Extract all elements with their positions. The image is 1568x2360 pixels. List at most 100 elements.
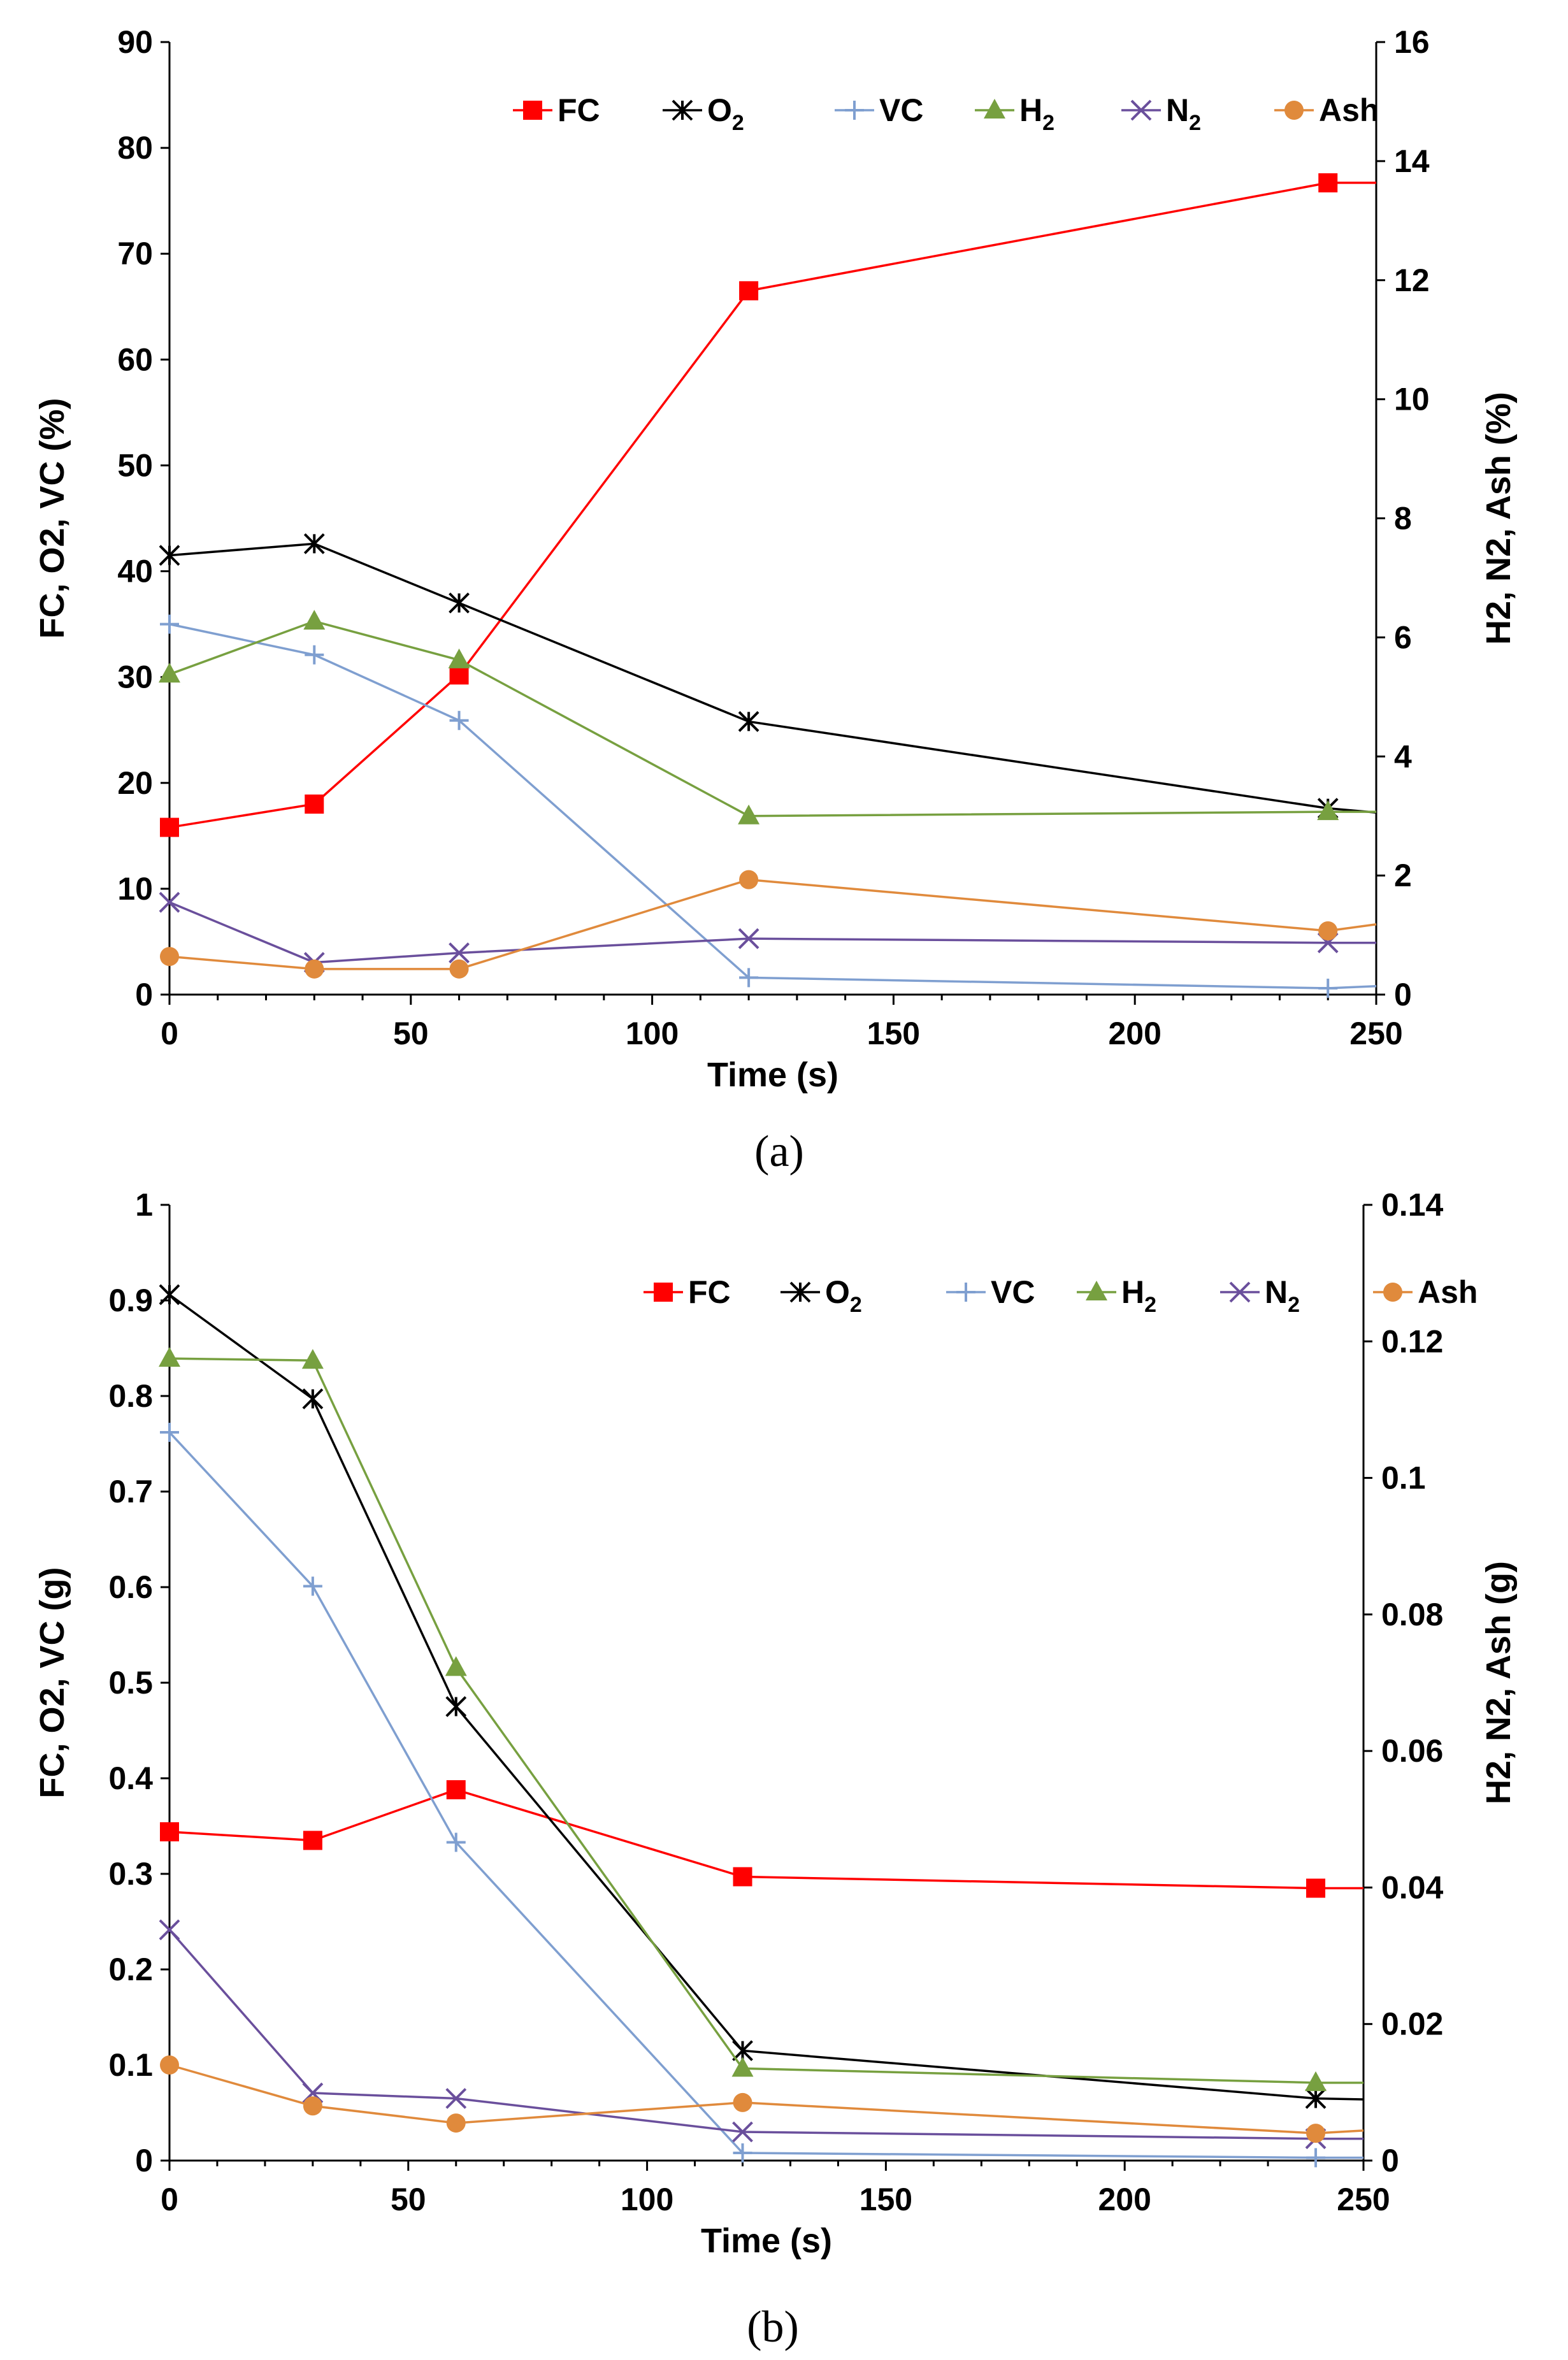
data-point-o2 xyxy=(159,545,180,566)
series-fc xyxy=(160,1780,1363,1898)
legend-label-main: Ash xyxy=(1418,1274,1478,1310)
x-tick-label: 200 xyxy=(1098,2182,1151,2217)
chart-panel-a: 0 10 20 30 40 50 60 70 80 90 0 2 4 6 8 10 12 14 16 0 50 100 15… xyxy=(33,24,1518,1176)
legend-entry-o2: O2 xyxy=(780,1274,862,1317)
series-vc xyxy=(160,1423,1363,2168)
series-ash xyxy=(160,870,1377,979)
data-point-h2 xyxy=(159,1347,180,1367)
data-point-ash xyxy=(160,2055,179,2075)
legend-label: N2 xyxy=(1166,92,1201,135)
series-line-ash xyxy=(169,878,1377,970)
legend-label: O2 xyxy=(825,1274,862,1317)
data-point-n2 xyxy=(449,942,470,964)
data-point-h2 xyxy=(448,648,470,668)
data-point-n2 xyxy=(732,2121,753,2143)
data-point-vc xyxy=(303,1576,322,1596)
x-tick-label: 0 xyxy=(161,1016,178,1051)
right-tick-label: 0.14 xyxy=(1381,1187,1444,1223)
x-axis-label: Time (s) xyxy=(701,2222,832,2260)
legend-label-main: H xyxy=(1121,1274,1144,1310)
left-tick-label: 0.1 xyxy=(108,2047,153,2083)
series-line-h2 xyxy=(169,620,1376,817)
left-tick-label: 80 xyxy=(117,130,153,166)
data-point-h2 xyxy=(731,2057,754,2077)
series-line-o2 xyxy=(169,542,1377,814)
chart-caption: (a) xyxy=(754,1127,804,1176)
data-point-fc xyxy=(303,1831,322,1850)
data-point-h2 xyxy=(738,804,760,824)
legend-label: FC xyxy=(688,1274,731,1310)
data-point-h2 xyxy=(303,610,326,630)
series-h2 xyxy=(159,1347,1363,2091)
legend-label: O2 xyxy=(707,92,744,135)
legend-marker xyxy=(789,1281,811,1303)
data-point-vc xyxy=(160,1423,179,1442)
data-point-vc xyxy=(449,710,469,730)
legend-marker xyxy=(654,1283,673,1302)
data-point-ash xyxy=(160,947,179,967)
legend-marker xyxy=(956,1283,975,1302)
x-tick-label: 50 xyxy=(391,2182,426,2217)
left-tick-label: 70 xyxy=(117,236,153,271)
data-point-o2 xyxy=(445,1696,467,1717)
right-tick-label: 8 xyxy=(1394,501,1412,536)
right-tick-label: 14 xyxy=(1394,143,1430,179)
left-tick-label: 0.7 xyxy=(108,1474,153,1509)
left-tick-label: 60 xyxy=(117,342,153,377)
right-tick-label: 10 xyxy=(1394,382,1430,417)
left-tick-label: 0 xyxy=(135,2143,153,2178)
legend-marker xyxy=(1383,1283,1402,1302)
right-tick-label: 0.04 xyxy=(1381,1869,1444,1905)
data-point-fc xyxy=(739,281,759,301)
right-tick-label: 12 xyxy=(1394,263,1430,298)
data-point-fc xyxy=(160,1822,179,1841)
x-tick-label: 100 xyxy=(621,2182,673,2217)
data-point-n2 xyxy=(738,928,759,949)
data-point-ash xyxy=(1306,2124,1326,2143)
data-point-fc xyxy=(305,795,324,814)
legend-entry-h2: H2 xyxy=(1077,1274,1156,1317)
series-h2 xyxy=(159,610,1376,824)
legend-entry-fc: FC xyxy=(513,92,600,128)
data-point-ash xyxy=(739,870,759,889)
legend-label: VC xyxy=(879,92,923,128)
legend-label-main: Ash xyxy=(1319,92,1379,128)
data-point-vc xyxy=(1306,2148,1326,2168)
data-point-o2 xyxy=(738,711,759,732)
legend-entry-vc: VC xyxy=(835,92,923,128)
data-point-n2 xyxy=(159,1919,180,1941)
series-o2 xyxy=(159,1284,1364,2109)
x-tick-label: 150 xyxy=(867,1016,920,1051)
left-tick-label: 0.6 xyxy=(108,1569,153,1605)
legend-label-main: O xyxy=(825,1274,850,1310)
right-tick-label: 0 xyxy=(1394,977,1412,1012)
data-point-h2 xyxy=(301,1349,324,1369)
data-point-fc xyxy=(733,1867,752,1887)
x-axis-label: Time (s) xyxy=(707,1056,838,1094)
legend-label-subscript: 2 xyxy=(850,1293,862,1317)
legend-entry-h2: H2 xyxy=(975,92,1054,135)
data-point-n2 xyxy=(445,2088,467,2109)
left-tick-label: 40 xyxy=(117,554,153,589)
right-y-axis-label: H2, N2, Ash (%) xyxy=(1479,392,1518,645)
x-tick-label: 200 xyxy=(1108,1016,1161,1051)
series-fc xyxy=(160,173,1376,837)
legend-entry-n2: N2 xyxy=(1220,1274,1300,1317)
data-point-ash xyxy=(303,2096,322,2116)
legend-label-subscript: 2 xyxy=(1144,1293,1156,1317)
x-tick-label: 250 xyxy=(1337,2182,1390,2217)
right-tick-label: 0.08 xyxy=(1381,1597,1443,1632)
left-tick-label: 10 xyxy=(117,871,153,907)
data-point-vc xyxy=(446,1832,466,1852)
data-point-o2 xyxy=(449,592,470,614)
right-tick-label: 4 xyxy=(1394,738,1412,774)
right-tick-label: 0.06 xyxy=(1381,1733,1443,1769)
legend-label: H2 xyxy=(1121,1274,1156,1317)
data-point-fc xyxy=(1306,1878,1326,1898)
legend-entry-ash: Ash xyxy=(1274,92,1379,128)
series-line-h2 xyxy=(169,1357,1363,2084)
chart-panel-b: 0 0.1 0.2 0.3 0.4 0.5 0.6 0.7 0.8 0.9 1 0 0.02 0.04 0.… xyxy=(33,1187,1518,2352)
data-point-ash xyxy=(1318,921,1338,941)
series-line-ash xyxy=(169,2064,1364,2134)
